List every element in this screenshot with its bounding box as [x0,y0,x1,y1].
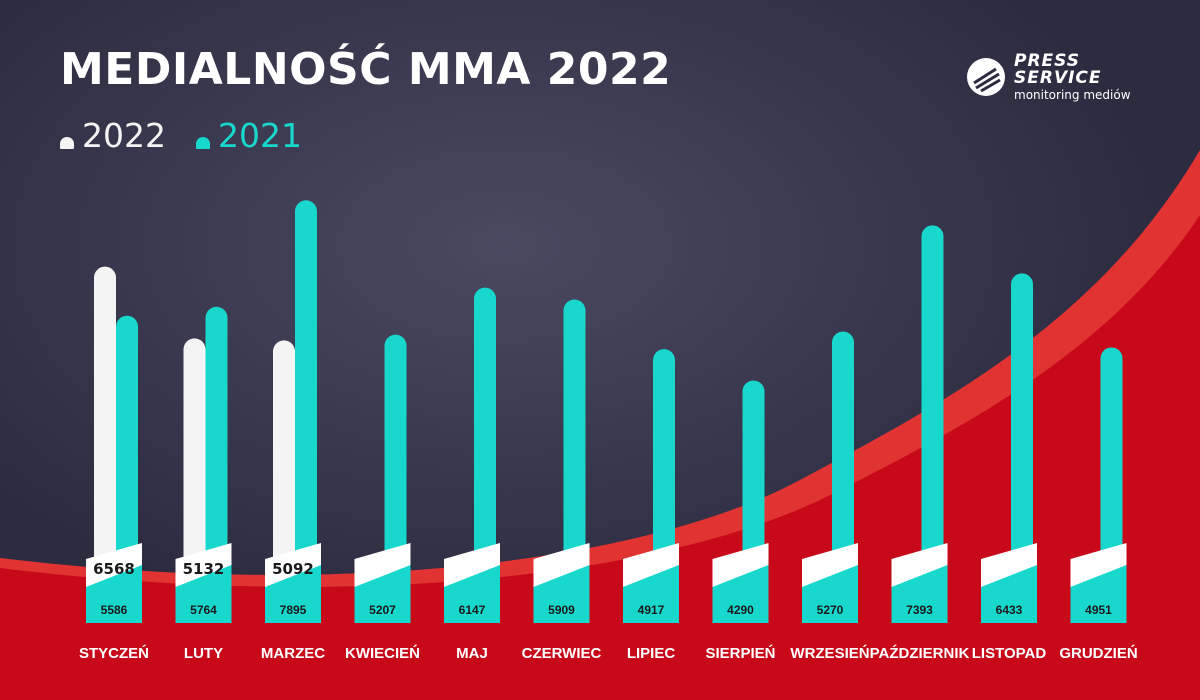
value-label-2021: 6147 [459,603,486,617]
bar-2021 [116,315,138,603]
value-label-2021: 4290 [727,603,754,617]
value-label-2021: 5764 [190,603,217,617]
legend-swatch-2021 [195,136,210,149]
month-label: STYCZEŃ [79,645,149,662]
month-label: LISTOPAD [972,645,1047,662]
label-box-2021 [175,565,232,623]
month-label: MARZEC [261,645,325,662]
label-box-2021 [623,565,679,623]
bar-2021 [474,287,496,603]
bar-2021 [205,306,228,603]
value-label-2022: 5132 [183,560,225,578]
value-label-2021: 5207 [369,603,396,617]
label-box-2021 [86,565,142,623]
month-label: KWIECIEŃ [345,645,420,662]
label-box-2021 [354,565,411,623]
legend-item-2021: 2021 [195,116,302,155]
label-box-2021 [891,565,948,623]
bar-2021 [384,334,407,603]
month-label: MAJ [456,645,488,662]
label-box-2021 [533,565,590,623]
chart-title: MEDIALNOŚĆ MMA 2022 [60,44,672,95]
label-box-2021 [712,565,769,623]
month-label: LIPIEC [627,645,676,662]
value-label-2021: 6433 [996,603,1023,617]
bar-2021 [1100,347,1123,603]
label-box-2021 [444,565,500,623]
label-box-2021 [265,565,321,623]
value-label-2021: 4951 [1085,603,1112,617]
month-label: PAŹDZIERNIK [870,645,970,662]
logo-mark-icon [967,58,1005,96]
value-label-2021: 7895 [280,603,307,617]
logo-line-2: SERVICE [1014,68,1102,88]
value-label-2022: 6568 [93,560,135,578]
label-box-2021 [802,565,858,623]
legend-swatch-2022 [60,136,74,149]
value-label-2021: 5586 [101,603,128,617]
chart-legend: 2022 2021 [60,116,302,155]
legend-label-2021: 2021 [217,116,302,155]
month-label: WRZESIEŃ [790,645,869,662]
bar-2021 [1011,273,1033,603]
legend-label-2022: 2022 [82,116,166,155]
value-label-2021: 7393 [906,603,933,617]
value-label-2021: 5270 [817,603,844,617]
bar-2021 [563,299,586,603]
legend-item-2022: 2022 [60,116,166,155]
month-label: CZERWIEC [522,645,602,662]
bar-2021 [295,200,317,603]
bar-2021 [832,331,854,603]
label-box-2021 [981,565,1037,623]
bar-2022 [183,338,206,603]
month-label: GRUDZIEŃ [1059,645,1137,662]
logo-line-1: PRESS [1014,51,1081,71]
month-label: LUTY [184,645,223,662]
bar-2022 [273,340,295,603]
month-label: SIERPIEŃ [705,645,775,662]
value-label-2021: 4917 [638,603,665,617]
value-label-2021: 5909 [548,603,575,617]
bar-2021 [921,225,944,603]
bar-2022 [94,266,116,603]
bar-2021 [653,349,675,603]
press-service-logo: PRESS SERVICE monitoring mediów [966,53,1131,101]
logo-line-3: monitoring mediów [1014,88,1131,102]
label-box-2021 [1070,565,1127,623]
value-label-2022: 5092 [272,560,314,578]
